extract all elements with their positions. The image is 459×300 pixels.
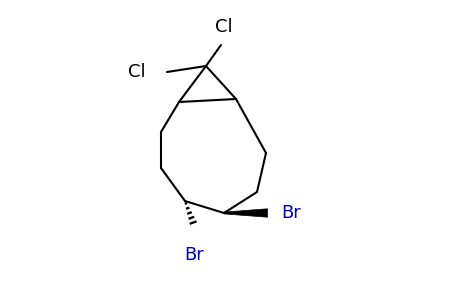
Text: Br: Br — [280, 204, 300, 222]
Text: Br: Br — [184, 246, 203, 264]
Polygon shape — [224, 209, 267, 217]
Text: Cl: Cl — [128, 63, 146, 81]
Text: Cl: Cl — [215, 18, 232, 36]
